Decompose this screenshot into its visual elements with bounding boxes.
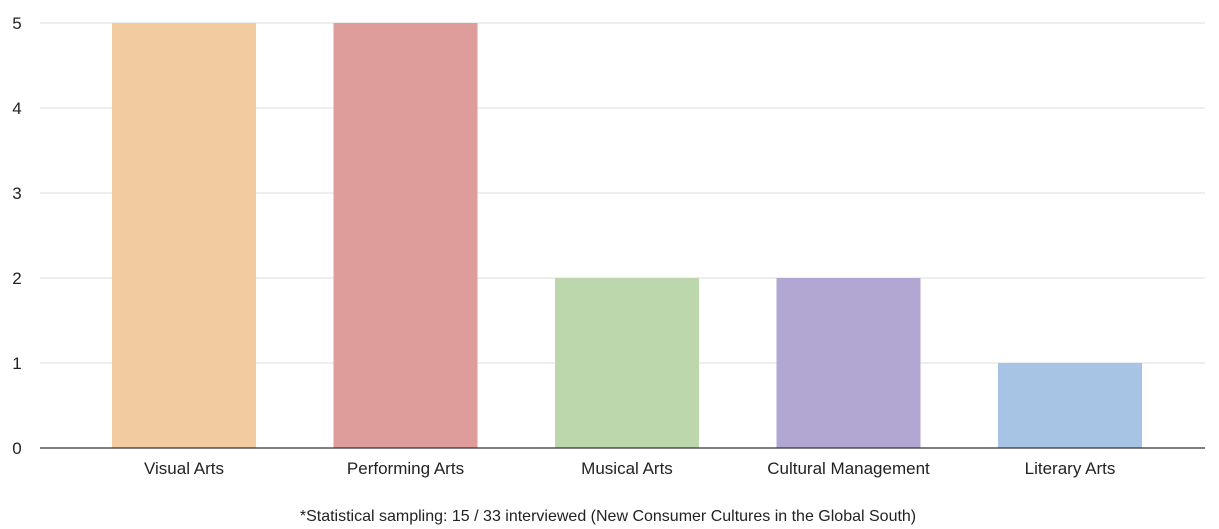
category-label: Musical Arts — [581, 459, 673, 478]
y-tick-label: 5 — [12, 14, 21, 33]
bar-literary-arts — [998, 363, 1142, 448]
category-labels: Visual Arts Performing Arts Musical Arts Cu… — [144, 459, 1115, 478]
bar-musical-arts — [555, 278, 699, 448]
category-label: Cultural Management — [767, 459, 930, 478]
category-label: Performing Arts — [347, 459, 464, 478]
bar-cultural-management — [776, 278, 921, 448]
y-tick-label: 1 — [12, 354, 21, 373]
bar-performing-arts — [333, 23, 478, 448]
y-tick-label: 2 — [12, 269, 21, 288]
bars — [112, 23, 1142, 448]
bar-visual-arts — [112, 23, 256, 448]
category-label: Visual Arts — [144, 459, 224, 478]
footnote: *Statistical sampling: 15 / 33 interview… — [300, 508, 916, 525]
y-tick-label: 3 — [12, 184, 21, 203]
category-label: Literary Arts — [1025, 459, 1116, 478]
y-tick-label: 4 — [12, 99, 21, 118]
y-tick-label: 0 — [12, 439, 21, 458]
y-axis-tick-labels: 0 1 2 3 4 5 — [12, 14, 21, 458]
